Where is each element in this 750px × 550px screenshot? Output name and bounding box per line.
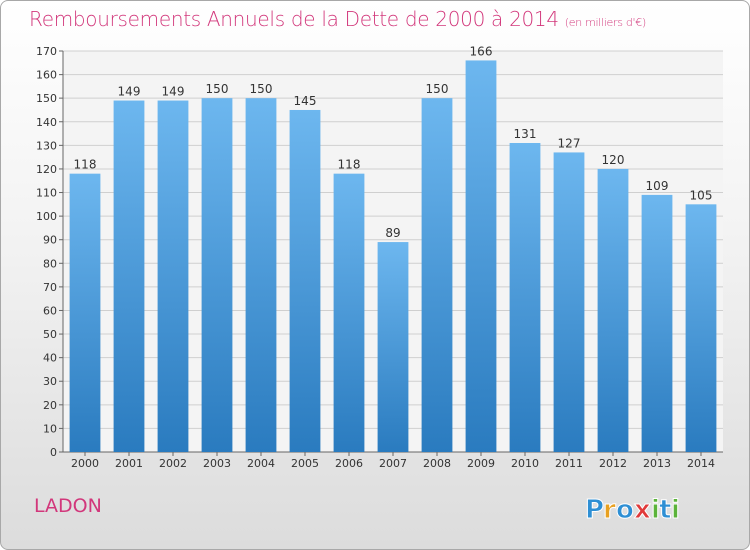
y-tick-label: 170 (36, 45, 57, 58)
bar (465, 60, 497, 452)
unit-note: (en milliers d'€) (564, 16, 646, 29)
logo-letter: x (634, 495, 651, 525)
x-tick-label: 2003 (203, 457, 231, 470)
bar-value-label: 150 (206, 82, 229, 96)
bar (421, 98, 453, 453)
bar (597, 168, 629, 453)
y-tick-label: 90 (43, 234, 57, 247)
bar (157, 100, 189, 453)
y-tick-label: 100 (36, 210, 57, 223)
y-tick-label: 140 (36, 116, 57, 129)
bar (333, 173, 365, 453)
y-tick-label: 60 (43, 304, 57, 317)
y-tick-label: 160 (36, 69, 57, 82)
chart-title-text: Remboursements Annuels de la Dette de 20… (29, 7, 559, 31)
bar (113, 100, 145, 453)
bar-chart: 0 10 20 30 40 50 60 70 80 90 100 110 120 130 140 150 160… (36, 44, 723, 470)
x-tick-label: 2008 (423, 457, 451, 470)
x-tick-label: 2011 (555, 457, 583, 470)
logo-letter: t (659, 495, 671, 525)
y-tick-label: 30 (43, 375, 57, 388)
y-tick-label: 0 (50, 446, 57, 459)
x-tick-label: 2013 (643, 457, 671, 470)
x-tick-label: 2012 (599, 457, 627, 470)
labels: 0 10 20 30 40 50 60 70 80 90 100 110 120 130 140 150 160… (36, 44, 715, 470)
commune-name: LADON (34, 495, 102, 517)
logo-letter: P (585, 495, 604, 525)
bar-value-label: 109 (646, 179, 669, 193)
bar-value-label: 118 (74, 158, 97, 172)
bar-value-label: 150 (426, 82, 449, 96)
y-tick-label: 50 (43, 328, 57, 341)
x-tick-label: 2010 (511, 457, 539, 470)
y-tick-label: 70 (43, 281, 57, 294)
proxiti-logo: Pr o x i t i (585, 495, 681, 526)
bar (69, 173, 101, 453)
x-tick-label: 2002 (159, 457, 187, 470)
y-tick-label: 20 (43, 399, 57, 412)
logo-letter: r (603, 495, 616, 525)
bar-value-label: 118 (338, 158, 361, 172)
x-tick-label: 2004 (247, 457, 275, 470)
y-tick-label: 130 (36, 139, 57, 152)
bar-value-label: 89 (385, 226, 400, 240)
logo-letter: i (671, 495, 680, 525)
x-tick-label: 2014 (687, 457, 715, 470)
bar-value-label: 131 (514, 127, 537, 141)
bar-value-label: 127 (558, 136, 581, 150)
chart-title: Remboursements Annuels de la Dette de 20… (29, 7, 646, 31)
y-tick-label: 150 (36, 92, 57, 105)
bar-value-label: 149 (162, 85, 185, 99)
logo-letter: i (651, 495, 660, 525)
bar-value-label: 150 (250, 82, 273, 96)
y-tick-label: 80 (43, 257, 57, 270)
bar (509, 142, 541, 452)
x-tick-label: 2001 (115, 457, 143, 470)
bar-value-label: 145 (294, 94, 317, 108)
bar (289, 109, 321, 453)
bar-value-label: 105 (690, 188, 713, 202)
bar-value-label: 166 (470, 44, 493, 58)
bar (201, 98, 233, 453)
x-tick-label: 2006 (335, 457, 363, 470)
bar (377, 242, 409, 452)
x-tick-label: 2000 (71, 457, 99, 470)
y-tick-label: 120 (36, 163, 57, 176)
logo-letter: o (616, 495, 634, 525)
bar (641, 194, 673, 452)
y-tick-label: 110 (36, 187, 57, 200)
y-tick-label: 40 (43, 352, 57, 365)
y-tick-label: 10 (43, 422, 57, 435)
x-tick-label: 2007 (379, 457, 407, 470)
bar (245, 98, 277, 453)
bar (553, 152, 585, 452)
bar-value-label: 149 (118, 85, 141, 99)
bars (69, 60, 717, 453)
bar-value-label: 120 (602, 153, 625, 167)
x-tick-label: 2009 (467, 457, 495, 470)
x-tick-label: 2005 (291, 457, 319, 470)
bar (685, 204, 717, 452)
